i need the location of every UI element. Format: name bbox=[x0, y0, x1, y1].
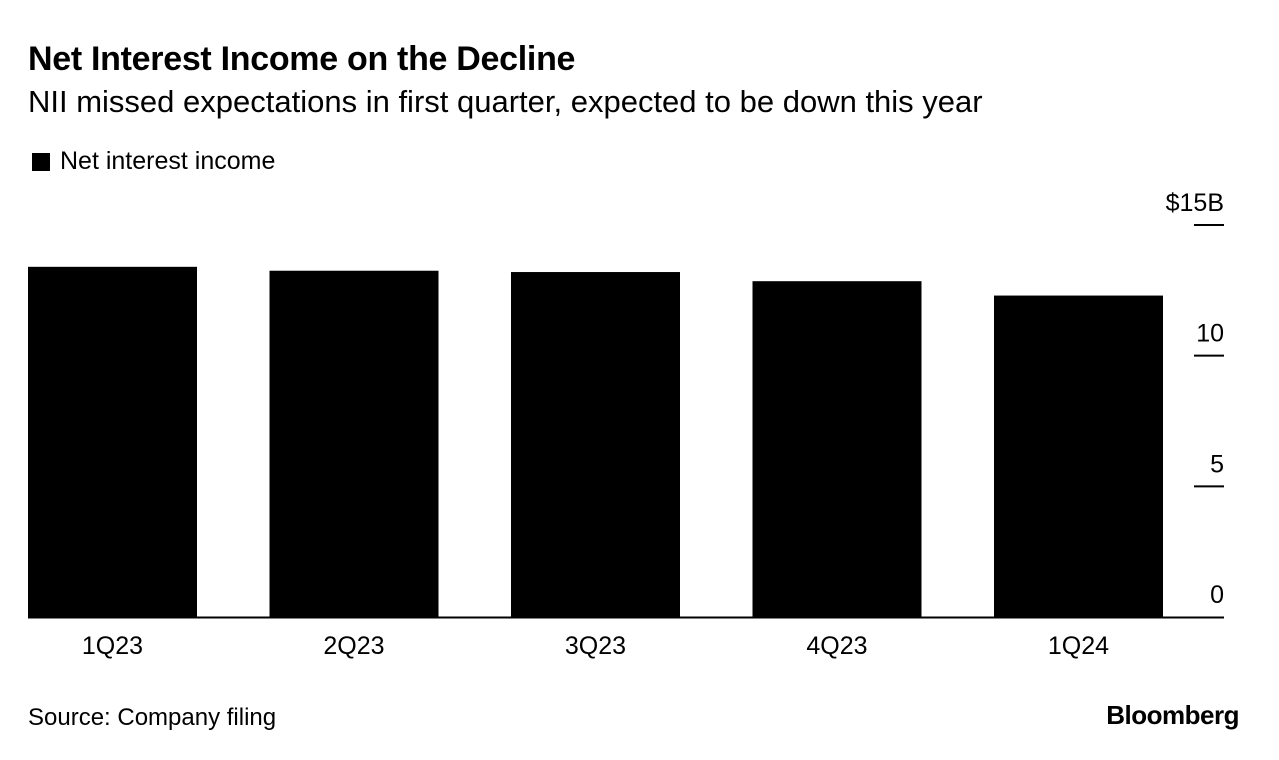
bloomberg-logo: Bloomberg bbox=[1106, 700, 1239, 730]
legend-label: Net interest income bbox=[60, 147, 276, 175]
bar-1q24 bbox=[994, 295, 1163, 617]
bar-4q23 bbox=[752, 281, 922, 617]
legend: Net interest income bbox=[32, 147, 275, 176]
bar-3q23 bbox=[511, 272, 680, 617]
chart-title: Net Interest Income on the Decline bbox=[28, 40, 576, 78]
y-tick-label: 0 bbox=[1210, 581, 1224, 609]
source-note: Source: Company filing bbox=[28, 704, 277, 731]
y-tick-label: $15B bbox=[1166, 189, 1224, 217]
x-tick-label: 3Q23 bbox=[565, 632, 626, 660]
x-tick-label: 1Q24 bbox=[1048, 632, 1109, 660]
y-tick-label: 5 bbox=[1210, 450, 1224, 478]
bar-1q23 bbox=[28, 266, 197, 617]
legend-swatch bbox=[32, 152, 50, 171]
x-tick-label: 2Q23 bbox=[323, 632, 384, 660]
chart-subtitle: NII missed expectations in first quarter… bbox=[28, 84, 983, 119]
x-tick-label: 1Q23 bbox=[82, 632, 143, 660]
y-tick-label: 10 bbox=[1196, 320, 1224, 348]
bar-2q23 bbox=[269, 270, 439, 617]
x-tick-label: 4Q23 bbox=[806, 632, 867, 660]
